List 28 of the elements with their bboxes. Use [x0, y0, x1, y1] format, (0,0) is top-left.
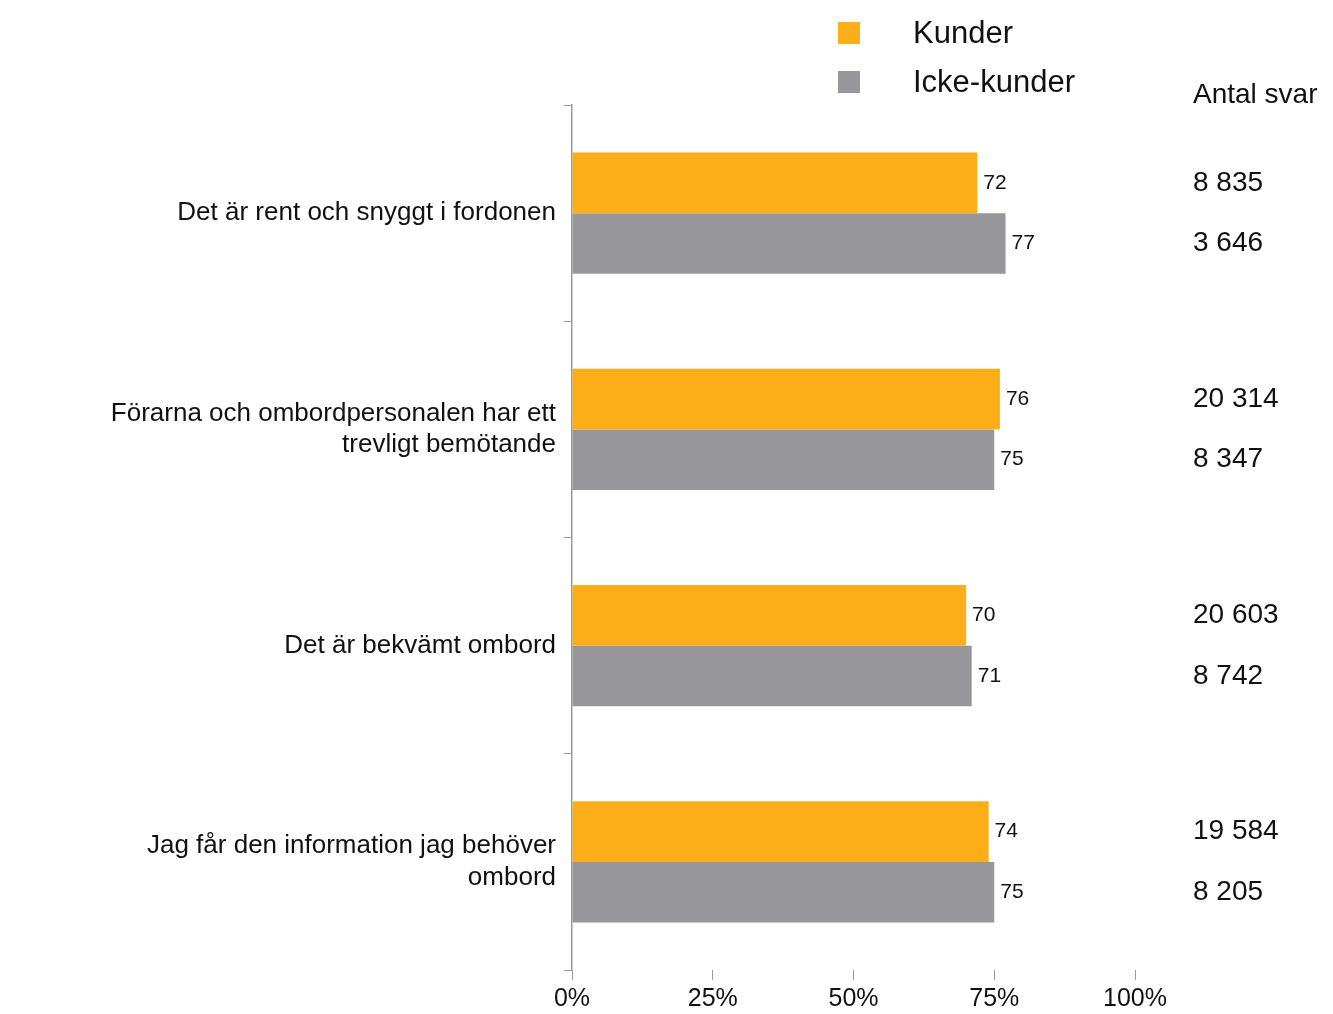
data-label: 74 — [994, 818, 1019, 842]
text: 20 603 — [1193, 598, 1279, 630]
x-tick-label: 0% — [553, 982, 591, 1011]
x-tick-label: 75% — [969, 982, 1020, 1011]
text: 3 646 — [1193, 226, 1264, 258]
text: 20 314 — [1193, 381, 1279, 413]
y-tick-label: Det är bekvämt ombord — [284, 628, 556, 659]
x-tick-label: 50% — [828, 982, 879, 1011]
data-label: 77 — [1011, 230, 1035, 254]
x-tick-label: 25% — [687, 982, 738, 1011]
text: 8 347 — [1193, 442, 1264, 474]
data-label: 72 — [983, 169, 1007, 193]
x-tick-label: 100% — [1103, 982, 1167, 1011]
text: 8 205 — [1193, 874, 1264, 906]
data-label: 76 — [1005, 385, 1030, 409]
text: Antal svar — [1193, 77, 1318, 109]
y-tick-label: Det är rent och snyggt i fordonen — [177, 196, 556, 227]
data-label: 75 — [1000, 878, 1024, 902]
text: 19 584 — [1193, 814, 1279, 846]
data-label: 70 — [972, 602, 996, 626]
data-label: 75 — [1000, 446, 1024, 470]
y-tick-label: Jag får den information jag behöver ombord — [146, 829, 557, 891]
text: 8 835 — [1193, 165, 1264, 197]
legend-label: Icke-kunder — [913, 63, 1075, 100]
text: 8 742 — [1193, 658, 1264, 690]
y-tick-label: Förarna och ombordpersonalen har ett trevligt bemötande — [110, 396, 557, 459]
data-label: 71 — [977, 662, 1002, 686]
legend-label: Kunder — [913, 14, 1013, 51]
